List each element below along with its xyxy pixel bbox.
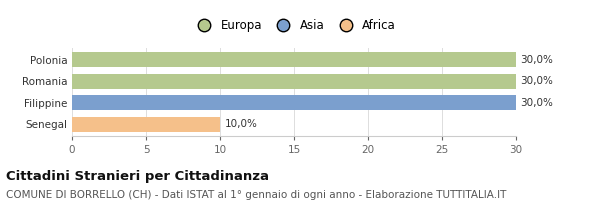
Text: COMUNE DI BORRELLO (CH) - Dati ISTAT al 1° gennaio di ogni anno - Elaborazione T: COMUNE DI BORRELLO (CH) - Dati ISTAT al … bbox=[6, 190, 506, 200]
Text: 30,0%: 30,0% bbox=[520, 76, 553, 86]
Bar bbox=[72, 117, 220, 132]
Bar bbox=[72, 95, 516, 110]
Bar bbox=[72, 74, 516, 89]
Bar bbox=[72, 52, 516, 67]
Text: 30,0%: 30,0% bbox=[520, 98, 553, 108]
Text: 10,0%: 10,0% bbox=[224, 119, 257, 129]
Text: Cittadini Stranieri per Cittadinanza: Cittadini Stranieri per Cittadinanza bbox=[6, 170, 269, 183]
Text: 30,0%: 30,0% bbox=[520, 55, 553, 65]
Legend: Europa, Asia, Africa: Europa, Asia, Africa bbox=[190, 17, 398, 35]
